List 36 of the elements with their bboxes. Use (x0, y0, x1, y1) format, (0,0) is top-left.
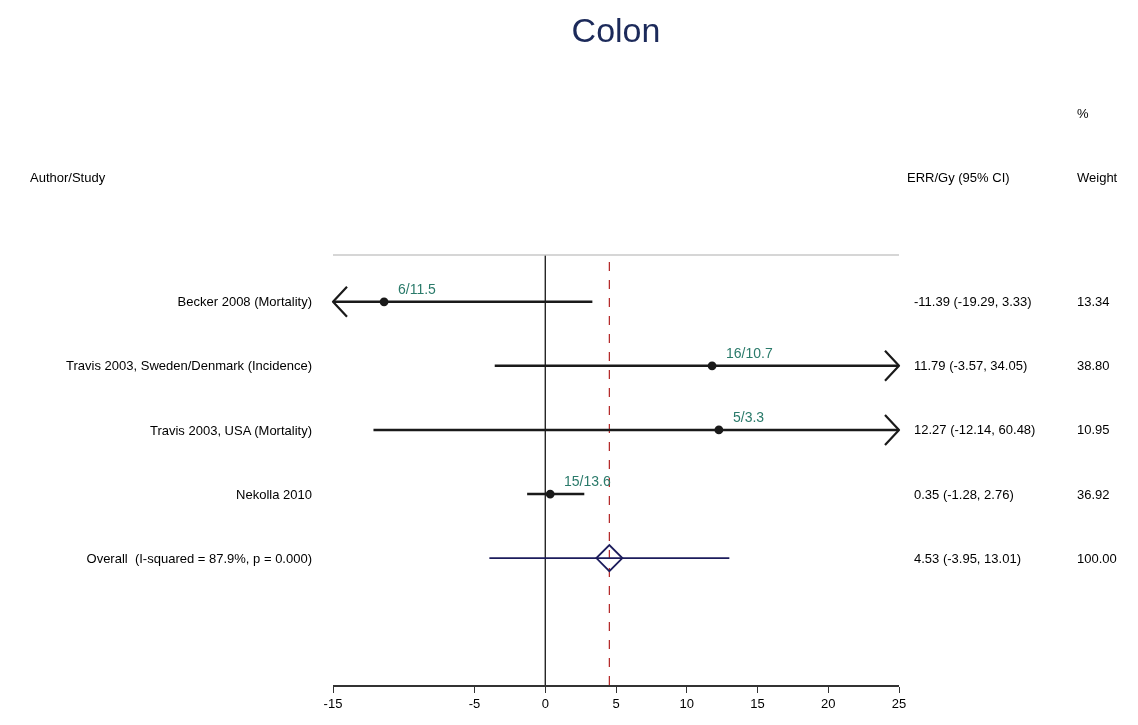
x-tick-label: 0 (541, 696, 549, 712)
text: 4.53 (-3.95, 13.01) (914, 551, 1021, 566)
annotation: 6/11.5 (398, 281, 437, 297)
x-tick-label: -15 (323, 696, 343, 712)
x-tick-label: 25 (891, 696, 907, 712)
point (707, 361, 717, 371)
x-tick-label: 20 (821, 696, 836, 712)
point (714, 425, 724, 435)
text: 13.34 (1077, 294, 1110, 309)
annotation: 5/3.3 (733, 409, 765, 425)
y-tick-label: Travis 2003, Sweden/Denmark (Incidence) (66, 358, 312, 374)
text: -11.39 (-19.29, 3.33) (914, 294, 1032, 309)
text: ERR/Gy (95% CI) (907, 170, 1010, 185)
text: 10.95 (1077, 422, 1110, 437)
text: 12.27 (-12.14, 60.48) (914, 422, 1036, 437)
text: % (1077, 106, 1089, 121)
chart-title: Colon (571, 10, 661, 49)
point (595, 544, 624, 573)
x-tick-label: -5 (468, 696, 481, 712)
y-tick-label: Overall (I-squared = 87.9%, p = 0.000) (86, 550, 312, 566)
text: 38.80 (1077, 358, 1110, 373)
y-tick-label: Becker 2008 (Mortality) (177, 294, 312, 310)
text: 36.92 (1077, 487, 1110, 502)
y-tick-label: Nekolla 2010 (236, 486, 312, 502)
x-tick-label: 15 (750, 696, 765, 712)
text: Weight (1077, 170, 1118, 185)
text: Author/Study (30, 170, 106, 185)
text: 11.79 (-3.57, 34.05) (914, 358, 1028, 373)
text: 100.00 (1077, 551, 1117, 566)
y-tick-label: Travis 2003, USA (Mortality) (149, 422, 312, 438)
x-tick-label: 5 (612, 696, 620, 712)
x-tick-label: 10 (679, 696, 694, 712)
text: 0.35 (-1.28, 2.76) (914, 487, 1014, 502)
point (545, 489, 555, 499)
annotation: 16/10.7 (726, 345, 773, 361)
point (379, 297, 389, 307)
